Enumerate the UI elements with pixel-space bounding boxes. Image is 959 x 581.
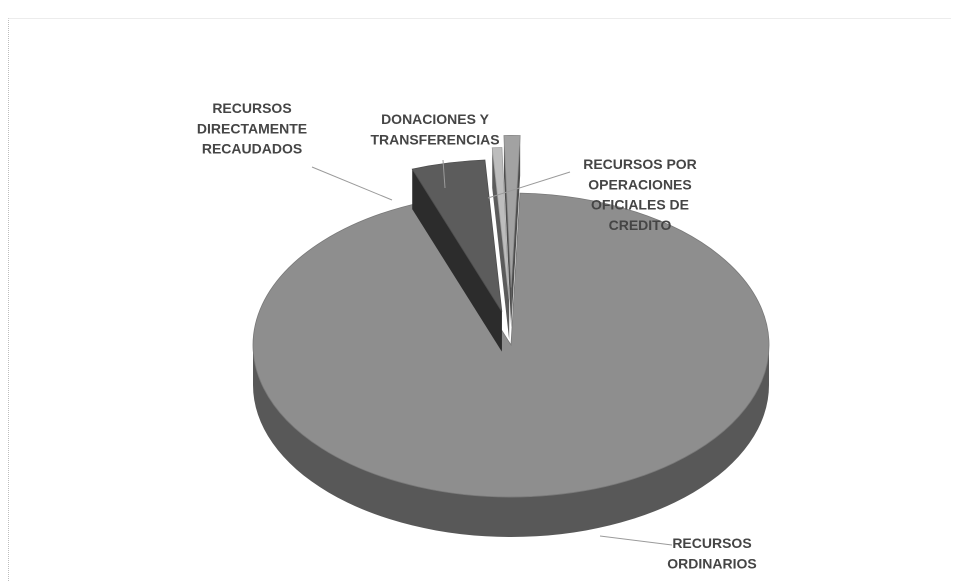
pie-slice-3 <box>503 135 521 328</box>
pie-slice-3-wall-0 <box>503 135 512 328</box>
slice-label-0-line-1: ORDINARIOS <box>667 555 756 571</box>
slices-layer <box>252 135 770 537</box>
slice-label-group-2: DONACIONES Y TRANSFERENCIAS <box>370 111 500 189</box>
chart-frame <box>8 18 951 581</box>
slice-label-group-1: RECURSOS DIRECTAMENTE RECAUDADOS <box>197 100 393 201</box>
slice-label-group-0: RECURSOS ORDINARIOS <box>599 535 757 571</box>
slice-label-3-line-1: OPERACIONES <box>588 176 691 192</box>
pie-slice-1-top <box>411 159 503 312</box>
slice-label-group-3: RECURSOS POR OPERACIONES OFICIALES DE CREDI… <box>487 156 697 233</box>
slice-label-2: DONACIONES Y TRANSFERENCIAS <box>370 111 499 147</box>
slice-label-1-line-1: DIRECTAMENTE <box>197 120 307 136</box>
slice-label-3: RECURSOS POR OPERACIONES OFICIALES DE CREDI… <box>583 156 697 233</box>
slice-label-3-line-3: CREDITO <box>609 217 672 233</box>
pie-slice-1-wall-0 <box>412 169 502 352</box>
leader-line-0 <box>599 535 673 546</box>
leader-line-1 <box>311 166 393 201</box>
slice-label-3-line-2: OFICIALES DE <box>591 197 689 213</box>
slice-label-2-line-1: TRANSFERENCIAS <box>370 131 499 147</box>
pie-slice-3-top <box>503 135 521 288</box>
slice-label-1-line-0: RECURSOS <box>212 100 291 116</box>
pie-slice-0-top <box>252 192 770 498</box>
leader-line-3 <box>487 171 571 199</box>
pie-slice-3-wall-1 <box>511 135 521 328</box>
pie-slice-1 <box>411 159 503 352</box>
leader-line-2 <box>442 159 446 189</box>
pie-slice-2-top <box>491 147 510 300</box>
slice-label-1-line-2: RECAUDADOS <box>202 141 302 157</box>
slice-label-2-line-0: DONACIONES Y <box>381 111 490 127</box>
slice-label-0-line-0: RECURSOS <box>672 535 751 551</box>
pie-slice-0 <box>252 192 770 537</box>
slice-label-0: RECURSOS ORDINARIOS <box>667 535 756 571</box>
slice-label-3-line-0: RECURSOS POR <box>583 156 697 172</box>
slice-label-1: RECURSOS DIRECTAMENTE RECAUDADOS <box>197 100 307 157</box>
pie-slice-0-side <box>253 345 769 537</box>
